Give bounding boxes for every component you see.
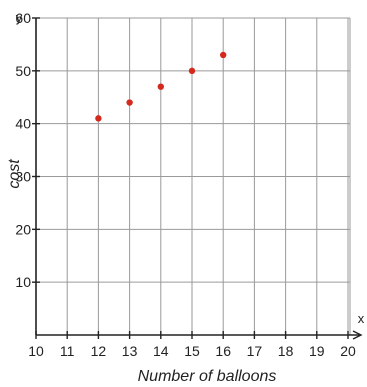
y-tick-label: 10 [15, 274, 31, 290]
x-tick-label: 14 [153, 343, 169, 359]
data-point [220, 51, 227, 59]
y-tick-label: 30 [15, 169, 31, 185]
x-axis-letter: x [358, 311, 365, 326]
x-tick-label: 10 [28, 343, 44, 359]
y-axis-letter: y [16, 10, 23, 25]
ticks: 10 20 30 40 50 60 10 11 12 13 14 15 16 17 18 19 20 [15, 10, 356, 359]
y-tick-label: 20 [15, 221, 31, 237]
x-tick-label: 19 [309, 343, 325, 359]
x-axis-title: Number of balloons [138, 368, 277, 385]
y-axis-title: cost [6, 159, 23, 189]
data-point [188, 67, 196, 75]
grid [36, 17, 351, 335]
data-points [95, 51, 227, 122]
y-tick-label: 40 [15, 116, 31, 132]
x-tick-label: 18 [278, 343, 294, 359]
x-tick-label: 15 [184, 343, 200, 359]
y-tick-label: 60 [15, 10, 31, 26]
x-tick-label: 20 [340, 343, 356, 359]
x-tick-label: 11 [60, 343, 75, 359]
data-point [95, 115, 102, 122]
x-tick-label: 12 [91, 343, 107, 359]
data-point [157, 83, 164, 90]
x-axis-arrow [352, 330, 363, 340]
y-tick-label: 50 [15, 63, 31, 79]
data-point [126, 99, 133, 106]
x-tick-label: 13 [122, 343, 138, 359]
x-tick-label: 17 [247, 343, 263, 359]
axes [35, 18, 363, 340]
x-tick-label: 16 [215, 343, 231, 359]
